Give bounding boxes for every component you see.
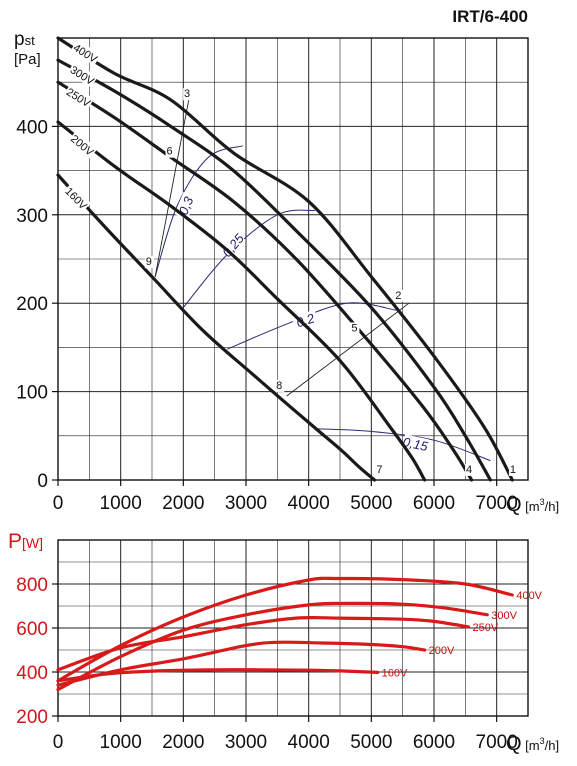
- point-label-bg: [394, 289, 404, 302]
- plot-frame: [57, 37, 529, 481]
- y-tick-label: 300: [16, 206, 48, 227]
- efficiency-label-bg: [219, 231, 246, 259]
- x-axis-label: Q [m3/h]: [506, 494, 559, 516]
- pressure-series-line: [56, 58, 492, 482]
- power-series-line: [56, 640, 427, 687]
- power-series-label: 160V: [382, 667, 408, 679]
- x-tick-label: 4000: [288, 493, 330, 514]
- x-tick-label: 1000: [100, 493, 142, 514]
- efficiency-curve: [182, 209, 315, 308]
- x-tick-label: 3000: [225, 493, 267, 514]
- y-tick-label: 200: [16, 294, 48, 315]
- y-tick-label: 400: [16, 663, 48, 684]
- voltage-label-bg: [70, 39, 102, 66]
- power-chart: 0 1000 2000 3000 4000 5000 6000 7000 200 400 600 80…: [8, 530, 559, 755]
- voltage-label-bg: [67, 130, 98, 159]
- point-label: 4: [466, 464, 472, 476]
- power-series-line: [56, 668, 380, 683]
- power-series-line: [56, 615, 471, 672]
- point-label-bg: [465, 463, 475, 476]
- voltage-label-bg: [62, 183, 92, 213]
- y-tick-label: 800: [16, 575, 48, 596]
- x-tick-label: 5000: [350, 732, 392, 753]
- point-label: 2: [395, 290, 401, 302]
- x-tick-label: 3000: [225, 732, 267, 753]
- point-label-bg: [183, 88, 193, 101]
- pressure-series-line: [56, 120, 427, 482]
- system-line: [154, 95, 191, 277]
- point-label: 1: [510, 464, 516, 476]
- point-label-bg: [375, 463, 385, 476]
- point-label: 8: [276, 380, 282, 392]
- system-line: [286, 302, 410, 397]
- power-series-line: [56, 576, 514, 683]
- power-series-label: 200V: [429, 645, 455, 657]
- efficiency-label-bg: [402, 434, 429, 454]
- point-label-bg: [144, 256, 154, 269]
- power-series-label: 250V: [472, 622, 498, 634]
- x-tick-label: 1000: [100, 732, 142, 753]
- x-tick-label: 0: [53, 493, 64, 514]
- efficiency-curve: [314, 428, 491, 462]
- y-tick-label: 0: [37, 471, 48, 492]
- pressure-series-line: [56, 36, 514, 482]
- x-tick-label: 7000: [476, 732, 518, 753]
- power-series-label: 400V: [516, 590, 542, 602]
- point-label: 3: [184, 88, 190, 100]
- point-label: 5: [351, 322, 357, 334]
- power-series-label: 300V: [491, 610, 517, 622]
- x-tick-label: 6000: [413, 732, 455, 753]
- x-tick-label: 2000: [162, 732, 204, 753]
- point-label-bg: [275, 379, 285, 392]
- y-tick-label: 600: [16, 619, 48, 640]
- y-axis-unit: [Pa]: [14, 51, 41, 68]
- x-tick-label: 2000: [162, 493, 204, 514]
- y-tick-label: 100: [16, 383, 48, 404]
- efficiency-label: 0,3: [176, 194, 197, 217]
- y-tick-label: 400: [16, 117, 48, 138]
- y-axis-label: P[W]: [8, 530, 43, 553]
- pressure-series-line: [56, 80, 474, 482]
- y-tick-label: 200: [16, 707, 48, 728]
- x-tick-label: 0: [53, 732, 64, 753]
- efficiency-label-bg: [291, 309, 319, 331]
- point-label: 9: [146, 256, 152, 268]
- efficiency-label: 0,15: [401, 434, 430, 454]
- voltage-label-bg: [67, 61, 98, 88]
- pressure-chart: 0 1000 2000 3000 4000 5000 6000 7000 0 100 200 300 4…: [14, 29, 559, 516]
- x-tick-label: 5000: [350, 493, 392, 514]
- point-label-bg: [508, 463, 518, 476]
- power-series-line: [56, 601, 489, 692]
- voltage-label-bg: [63, 83, 95, 110]
- x-axis-label: Q [m3/h]: [506, 733, 559, 755]
- x-tick-label: 4000: [288, 732, 330, 753]
- chart-title: IRT/6-400: [452, 7, 528, 26]
- y-axis-label: pst: [14, 29, 35, 50]
- efficiency-label: 0,2: [294, 310, 317, 330]
- point-label-bg: [165, 145, 175, 158]
- point-label: 7: [376, 464, 382, 476]
- pressure-series-line: [56, 173, 377, 482]
- x-tick-label: 6000: [413, 493, 455, 514]
- x-tick-label: 7000: [476, 493, 518, 514]
- point-label: 6: [166, 146, 172, 158]
- point-label-bg: [350, 322, 360, 335]
